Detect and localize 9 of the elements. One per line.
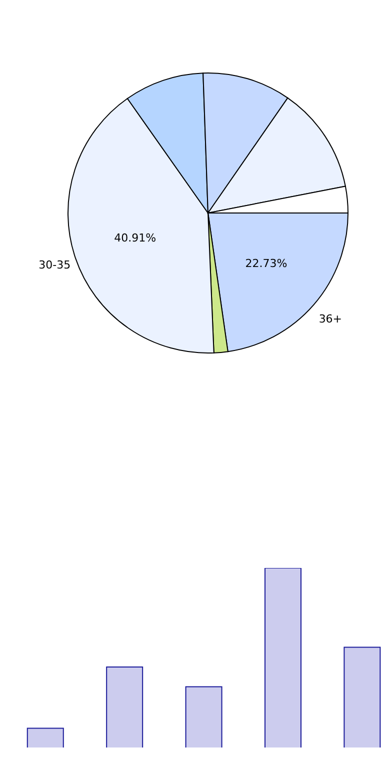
bar — [264, 568, 302, 748]
bar — [26, 728, 64, 748]
bar — [185, 686, 222, 748]
data-label: 40.91% — [114, 231, 156, 244]
slice-label: 36+ — [318, 312, 342, 326]
bar — [344, 646, 381, 748]
bar — [106, 666, 144, 748]
slice-label: 30-35 — [38, 258, 71, 272]
data-label: 22.73% — [245, 256, 288, 270]
